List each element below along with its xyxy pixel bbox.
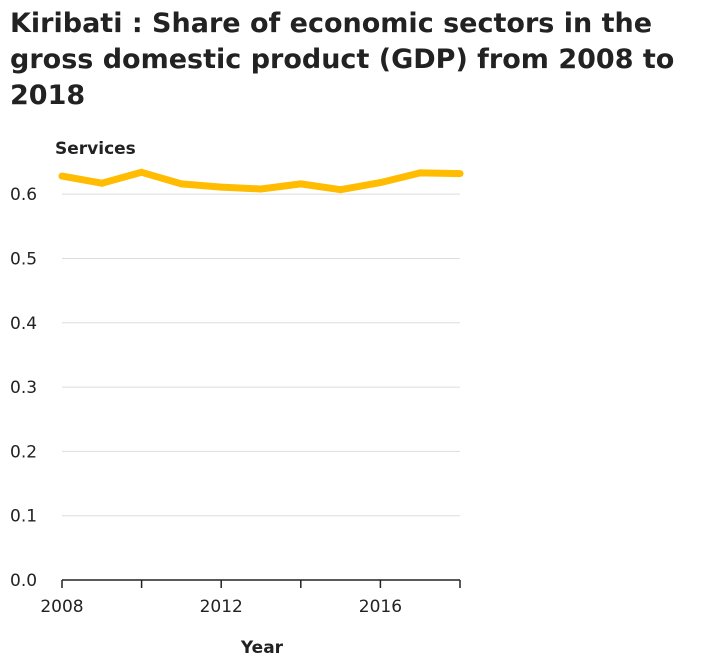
data-point xyxy=(456,170,464,178)
chart-title: Kiribati : Share of economic sectors in … xyxy=(10,8,675,111)
x-axis-title: Year xyxy=(240,638,284,658)
y-tick-label: 0.5 xyxy=(10,249,37,269)
y-axis-title: Services xyxy=(55,139,136,159)
data-point xyxy=(337,186,345,194)
x-axis: 2008 2012 2016 xyxy=(40,579,461,617)
data-point xyxy=(177,180,185,188)
series-layer xyxy=(58,168,464,194)
x-tick-label: 2008 xyxy=(40,597,83,617)
y-tick-label: 0.0 xyxy=(10,571,37,591)
x-tick-label: 2012 xyxy=(200,597,243,617)
data-point xyxy=(376,179,384,187)
data-point xyxy=(416,169,424,177)
data-point xyxy=(257,185,265,193)
data-point xyxy=(217,183,225,191)
data-point xyxy=(98,179,106,187)
gridlines xyxy=(62,193,460,517)
y-axis-ticks: 0.0 0.1 0.2 0.3 0.4 0.5 0.6 xyxy=(10,185,37,591)
data-point xyxy=(297,180,305,188)
y-tick-label: 0.3 xyxy=(10,378,37,398)
y-tick-label: 0.2 xyxy=(10,442,37,462)
x-tick-label: 2016 xyxy=(359,597,402,617)
data-point xyxy=(138,168,146,176)
data-point xyxy=(58,172,66,180)
y-tick-label: 0.4 xyxy=(10,314,37,334)
y-tick-label: 0.6 xyxy=(10,185,37,205)
y-tick-label: 0.1 xyxy=(10,507,37,527)
